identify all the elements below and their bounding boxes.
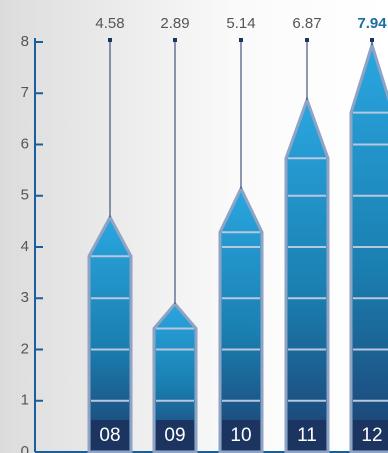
- category-label: 11: [297, 425, 317, 446]
- leader-dot: [305, 38, 309, 42]
- leader-dot: [370, 38, 374, 42]
- value-label: 7.94: [357, 15, 387, 32]
- y-tick-label: 7: [21, 84, 29, 101]
- value-label: 2.89: [160, 15, 189, 32]
- bar: [87, 214, 133, 453]
- bar: [349, 40, 388, 453]
- bar: [218, 185, 264, 453]
- value-label: 5.14: [226, 15, 255, 32]
- y-tick-label: 6: [21, 135, 29, 152]
- y-tick-label: 2: [21, 340, 29, 357]
- category-box: [353, 420, 388, 450]
- category-label: 10: [230, 425, 251, 446]
- y-tick-label: 0: [21, 443, 29, 453]
- leader-dot: [173, 38, 177, 42]
- value-label: 4.58: [95, 15, 124, 32]
- leader-dot: [239, 38, 243, 42]
- category-box: [156, 420, 194, 450]
- leader-dot: [108, 38, 112, 42]
- category-box: [288, 420, 326, 450]
- category-box: [222, 420, 260, 450]
- value-label: 6.87: [292, 15, 321, 32]
- bar: [152, 301, 198, 453]
- bar: [284, 95, 330, 453]
- category-label: 08: [99, 425, 120, 446]
- y-tick-label: 3: [21, 289, 29, 306]
- y-tick-label: 8: [21, 33, 29, 50]
- y-tick-label: 1: [21, 392, 29, 409]
- category-label: 12: [361, 425, 382, 446]
- y-tick-label: 4: [21, 238, 29, 255]
- category-label: 09: [164, 425, 185, 446]
- y-tick-label: 5: [21, 187, 29, 204]
- category-box: [91, 420, 129, 450]
